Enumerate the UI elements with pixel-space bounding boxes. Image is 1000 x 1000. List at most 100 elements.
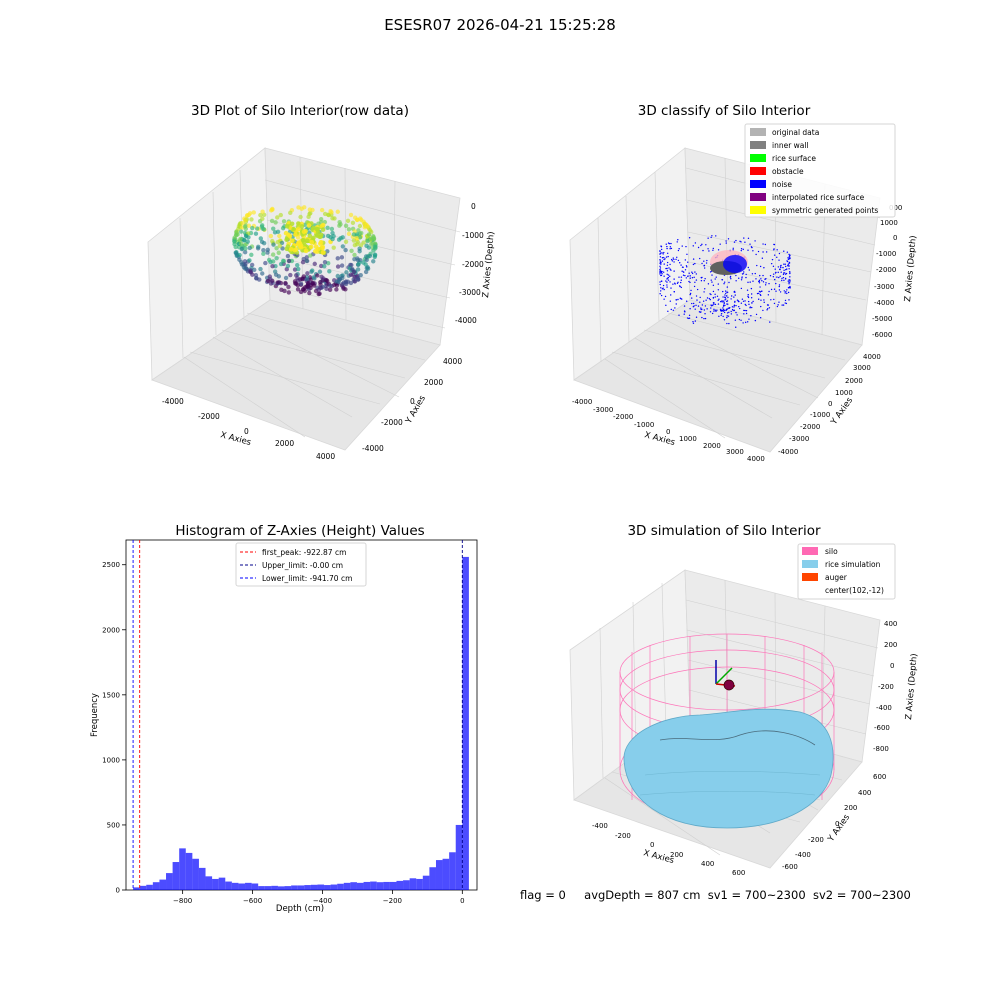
noise-point [710,293,712,296]
data-point [288,247,294,252]
noise-point [680,279,682,281]
p4-ztick-label: 0 [890,662,894,670]
noise-point [681,245,683,247]
noise-point [784,302,786,304]
p1-xtick-label: -2000 [198,412,220,421]
data-point [241,238,247,243]
noise-point [667,310,669,312]
data-point [299,206,304,211]
noise-point [787,280,789,282]
data-point [286,290,292,295]
noise-point [682,266,684,269]
data-point [253,231,259,236]
noise-point [733,296,735,298]
data-point [284,237,289,243]
noise-point [768,282,770,285]
noise-point [778,284,781,286]
noise-point [678,248,680,250]
noise-point [675,299,678,301]
p4-ztick-label: -200 [878,683,894,691]
noise-point [758,292,760,295]
noise-point [757,250,760,253]
noise-point [686,317,689,319]
noise-point [683,305,686,307]
noise-point [721,300,723,302]
noise-point [691,272,694,275]
noise-point [661,288,664,290]
noise-point [697,246,700,249]
histogram-bar [376,882,384,890]
noise-point [722,315,724,318]
data-point [348,212,354,218]
noise-point [789,254,791,257]
noise-point [768,307,771,309]
data-point [322,264,327,269]
data-point [270,259,276,264]
legend-label: auger [825,573,848,582]
noise-point [670,242,672,245]
data-point [344,270,349,275]
noise-point [705,262,708,264]
noise-point [772,276,775,278]
data-point [305,271,310,276]
data-point [252,267,257,272]
data-point [327,269,332,274]
noise-point [675,303,677,305]
histogram-bar [370,881,377,890]
data-point [322,211,328,217]
x-tick-label: 0 [460,897,464,905]
noise-point [701,243,703,246]
noise-point [717,289,720,291]
p3-xaxis-label: Depth (cm) [276,904,324,914]
noise-point [706,308,708,310]
legend-label: silo [825,547,838,556]
noise-point [789,256,791,258]
noise-point [772,265,775,268]
noise-point [685,277,688,279]
noise-point [737,300,740,302]
noise-point [709,298,711,301]
p2-yaxis-label: Y Axies [829,395,856,427]
noise-point [759,265,762,268]
legend-swatch [750,193,766,201]
data-point [327,287,333,293]
noise-point [744,309,746,312]
histogram-bar [225,881,232,890]
noise-point [738,318,741,321]
noise-point [713,308,715,311]
status-avg-depth: avgDepth = 807 cm [584,888,701,902]
noise-point [760,278,762,280]
data-point [346,227,352,232]
data-point [309,269,314,274]
data-point [261,240,267,246]
noise-point [704,288,706,290]
histogram-bar [231,882,239,890]
histogram-bar [343,882,351,890]
noise-point [673,270,675,272]
noise-point [762,274,764,277]
data-point [295,287,301,292]
noise-point [663,275,665,277]
noise-point [683,313,685,315]
noise-point [680,276,683,278]
data-point [240,220,245,226]
data-point [247,258,252,263]
noise-point [724,304,726,307]
data-point [329,226,335,232]
noise-point [712,297,715,299]
noise-point [723,302,725,305]
noise-point [760,305,762,308]
histogram-bar [330,884,338,890]
noise-point [789,272,791,274]
panel2-title: 3D classify of Silo Interior [637,103,811,119]
data-point [273,272,279,277]
noise-point [685,300,688,302]
noise-point [774,268,776,270]
legend-swatch [750,128,766,136]
noise-point [762,243,764,245]
data-point [339,263,345,268]
p1-ytick-label: -2000 [381,418,403,427]
legend-label: symmetric generated points [772,206,878,215]
legend-label: rice simulation [825,560,881,569]
noise-point [659,262,661,264]
